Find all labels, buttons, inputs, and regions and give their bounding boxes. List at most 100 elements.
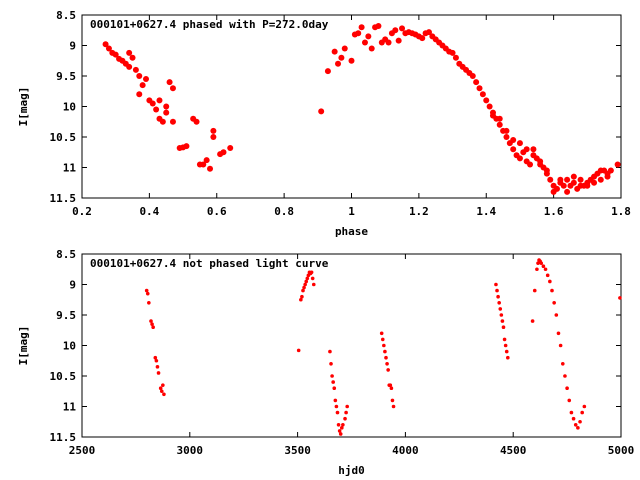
raw-data-point xyxy=(560,362,565,366)
raw-x-tick-label: 4000 xyxy=(392,444,419,457)
raw-data-point xyxy=(147,301,151,305)
raw-data-point xyxy=(535,267,539,272)
phased-data-point xyxy=(537,158,544,165)
phased-data-point xyxy=(163,103,170,110)
raw-data-point xyxy=(299,297,303,302)
raw-data-point xyxy=(344,410,348,415)
phased-data-point xyxy=(126,63,133,70)
phased-data-point xyxy=(355,30,362,37)
phased-data-point xyxy=(183,143,190,150)
phased-data-point xyxy=(139,82,146,89)
phased-y-axis-label: I[mag] xyxy=(17,87,30,127)
raw-data-point xyxy=(556,331,561,336)
raw-data-point xyxy=(500,319,505,323)
phased-data-point xyxy=(516,155,523,162)
phased-x-tick-label: 0.8 xyxy=(274,205,294,218)
raw-data-point xyxy=(548,279,552,284)
phased-y-tick-label: 11 xyxy=(63,162,77,175)
phased-data-point xyxy=(136,91,143,98)
raw-y-tick-label: 8.5 xyxy=(56,248,76,261)
phased-data-point xyxy=(385,39,392,46)
phased-data-point xyxy=(153,106,160,113)
phased-data-point xyxy=(469,73,476,79)
phased-y-tick-label: 10.5 xyxy=(50,131,77,144)
raw-data-point xyxy=(337,429,342,433)
raw-data-point xyxy=(301,288,305,293)
raw-data-point xyxy=(494,282,498,287)
raw-data-point xyxy=(545,273,550,278)
phased-data-point xyxy=(156,97,163,104)
phased-data-point xyxy=(516,140,523,147)
phased-x-tick-label: 0.6 xyxy=(207,205,227,218)
raw-data-point xyxy=(569,410,574,415)
raw-data-point xyxy=(495,288,499,293)
raw-data-point xyxy=(552,301,556,305)
raw-data-point xyxy=(341,423,345,427)
raw-data-point xyxy=(386,368,390,372)
raw-data-point xyxy=(379,331,384,336)
raw-data-point xyxy=(390,398,395,403)
raw-data-point xyxy=(335,410,340,415)
phased-data-point xyxy=(557,176,564,183)
raw-data-point xyxy=(550,288,554,293)
raw-data-point xyxy=(391,404,396,409)
phased-data-point xyxy=(510,137,517,144)
raw-data-point xyxy=(580,410,584,415)
phased-data-point xyxy=(318,108,325,115)
raw-data-point xyxy=(498,307,503,311)
raw-y-tick-label: 11 xyxy=(63,401,77,414)
raw-x-tick-label: 3000 xyxy=(177,444,204,457)
raw-y-tick-label: 9 xyxy=(69,279,76,292)
raw-data-point xyxy=(154,358,159,363)
raw-data-point xyxy=(499,313,504,317)
raw-data-point xyxy=(158,386,163,391)
phased-data-point xyxy=(476,85,483,92)
raw-data-point xyxy=(304,279,309,284)
phased-data-point xyxy=(510,146,517,153)
raw-data-point xyxy=(558,343,563,348)
raw-data-point xyxy=(503,343,508,348)
raw-data-point xyxy=(161,383,165,387)
phased-data-point xyxy=(503,134,510,140)
raw-data-point xyxy=(541,264,546,269)
phased-data-point xyxy=(112,51,119,58)
raw-data-point xyxy=(543,267,548,272)
raw-y-axis-label: I[mag] xyxy=(17,326,30,366)
phased-data-point xyxy=(375,22,382,29)
phased-data-point xyxy=(102,41,109,48)
raw-data-point xyxy=(339,426,344,430)
raw-data-point xyxy=(388,383,393,387)
phased-data-point xyxy=(220,149,227,156)
phased-data-point xyxy=(200,161,207,168)
phased-data-point xyxy=(136,73,143,79)
phased-data-point xyxy=(483,97,490,104)
phased-data-point xyxy=(570,179,577,186)
phased-data-point xyxy=(361,39,368,46)
raw-data-point xyxy=(309,270,314,275)
raw-data-point xyxy=(576,426,580,430)
raw-data-point xyxy=(150,322,154,326)
phased-data-point xyxy=(530,152,537,159)
phased-x-axis-label: phase xyxy=(335,225,368,238)
raw-data-point xyxy=(343,416,347,421)
raw-data-point xyxy=(582,404,587,409)
phased-data-point xyxy=(543,167,550,174)
raw-data-point xyxy=(329,362,333,366)
phased-data-point xyxy=(591,179,598,186)
phased-data-point xyxy=(486,103,493,110)
phased-y-tick-label: 8.5 xyxy=(56,9,76,22)
raw-data-point xyxy=(497,301,501,305)
phased-data-point xyxy=(210,134,217,140)
phased-x-tick-label: 0.4 xyxy=(139,205,159,218)
raw-data-point xyxy=(502,337,507,342)
phased-data-point xyxy=(564,188,571,195)
raw-data-point xyxy=(506,355,510,360)
phased-data-point xyxy=(570,173,577,180)
phased-data-point xyxy=(210,127,217,134)
raw-data-point xyxy=(618,296,622,300)
raw-data-point xyxy=(567,398,572,403)
raw-x-tick-label: 2500 xyxy=(69,444,96,457)
phased-data-point xyxy=(335,60,342,67)
raw-panel: hjd0 I[mag] 2500 3000 3500 4000 4500 5000 8.5 9… xyxy=(17,248,634,477)
